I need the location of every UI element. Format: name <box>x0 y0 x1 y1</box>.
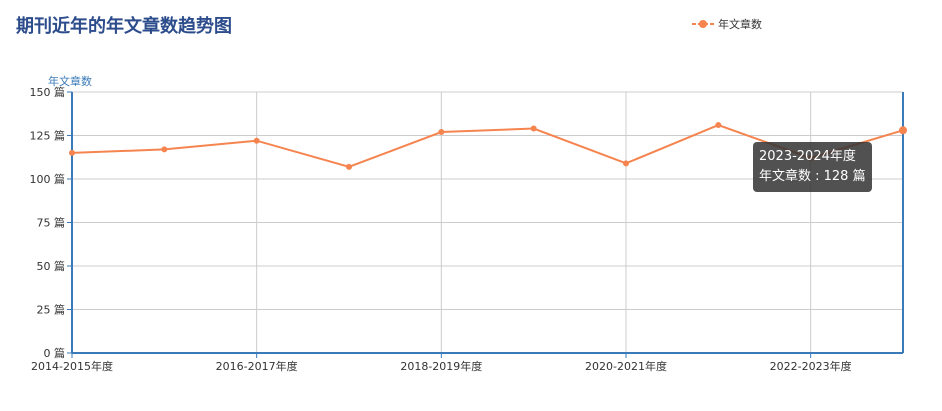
x-tick-label: 2018-2019年度 <box>400 359 482 373</box>
y-tick-label: 125 篇 <box>30 129 66 143</box>
legend-label: 年文章数 <box>718 18 762 31</box>
x-tick-label: 2022-2023年度 <box>770 359 852 373</box>
tooltip-value: 年文章数 : 128 篇 <box>759 169 866 184</box>
y-tick-label: 0 篇 <box>44 346 66 360</box>
x-tick-label: 2016-2017年度 <box>216 359 298 373</box>
y-tick-label: 150 篇 <box>30 85 66 99</box>
x-tick-label: 2014-2015年度 <box>31 359 113 373</box>
legend-line-marker-icon <box>692 20 714 28</box>
data-point <box>623 160 629 167</box>
tooltip-category: 2023-2024年度 <box>759 149 856 164</box>
data-point <box>69 149 75 156</box>
data-point <box>530 125 537 132</box>
chart-title: 期刊近年的年文章数趋势图 <box>16 16 232 37</box>
data-point <box>161 146 168 153</box>
x-tick-label: 2020-2021年度 <box>585 359 667 373</box>
tooltip: 2023-2024年度 年文章数 : 128 篇 <box>753 142 872 192</box>
data-point <box>346 163 352 170</box>
y-tick-label: 25 篇 <box>37 303 66 317</box>
data-point <box>715 122 722 129</box>
data-point <box>253 137 260 144</box>
y-tick-label: 100 篇 <box>30 172 66 186</box>
legend-item[interactable]: 年文章数 <box>692 16 762 32</box>
data-point <box>899 126 907 135</box>
data-point <box>438 129 445 136</box>
y-axis-title: 年文章数 <box>48 75 92 88</box>
y-tick-label: 75 篇 <box>37 216 66 230</box>
series-line <box>71 123 904 168</box>
y-tick-label: 50 篇 <box>37 259 66 273</box>
